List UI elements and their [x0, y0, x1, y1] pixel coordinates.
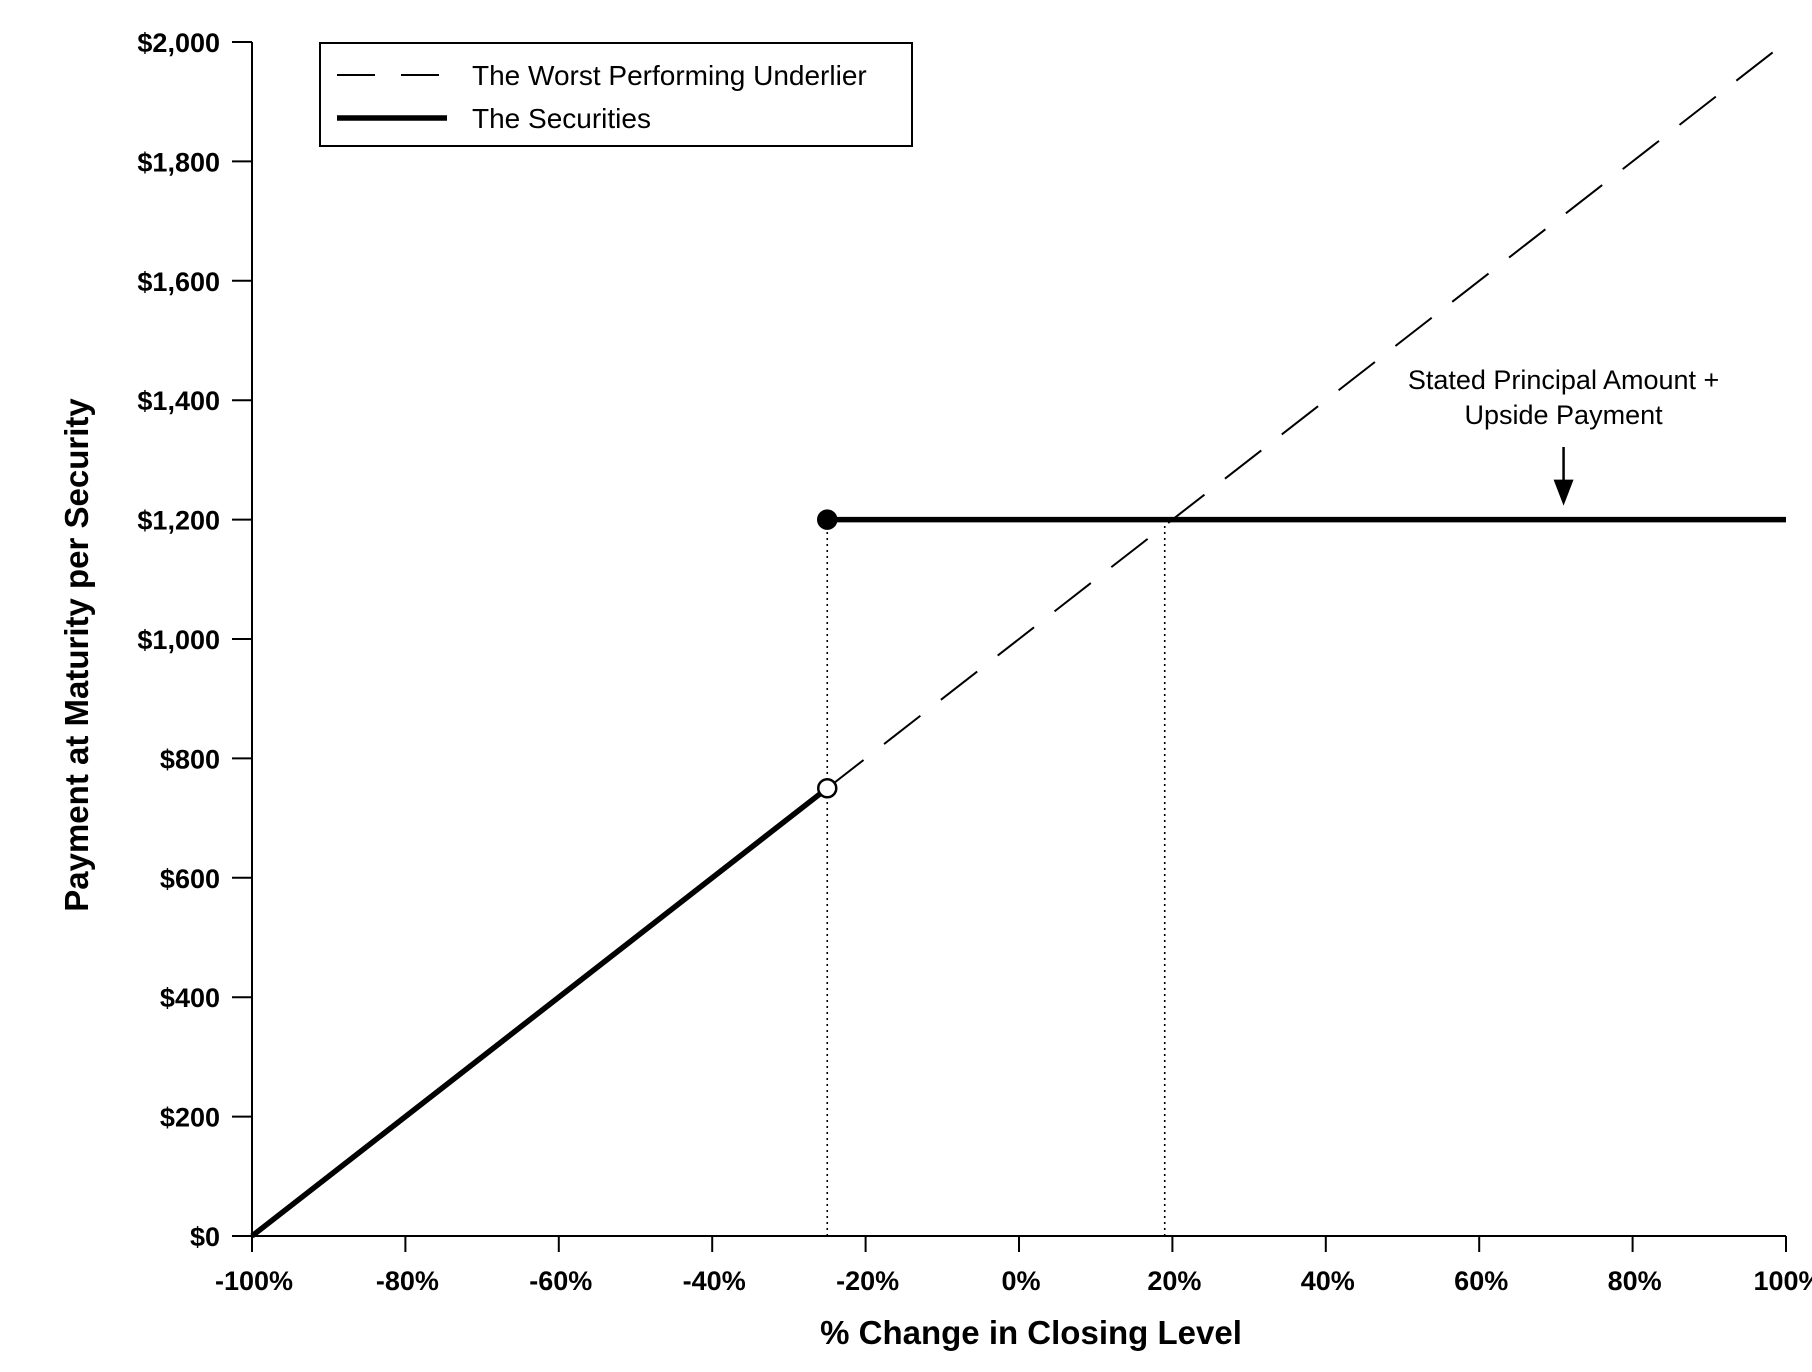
y-tick-label: $1,200: [137, 506, 220, 536]
open-point-marker: [817, 778, 838, 799]
y-tick-label: $1,800: [137, 147, 220, 177]
x-tick-label: 60%: [1454, 1266, 1508, 1296]
data-series: [250, 41, 1787, 1239]
y-tick-label: $800: [160, 744, 220, 774]
x-tick-label: -60%: [529, 1266, 592, 1296]
annotation-arrow-head: [1553, 479, 1574, 506]
annotations: Stated Principal Amount + Upside Payment: [1408, 365, 1719, 506]
data-markers: [817, 509, 838, 799]
y-tick-label: $1,000: [137, 625, 220, 655]
x-tick-label: -20%: [836, 1266, 899, 1296]
y-tick-label: $1,400: [137, 386, 220, 416]
reference-lines: [826, 519, 1166, 1236]
filled-point-marker: [817, 509, 838, 530]
x-tick-label: 40%: [1301, 1266, 1355, 1296]
y-tick-label: $0: [190, 1222, 220, 1252]
y-tick-label: $400: [160, 983, 220, 1013]
y-tick-label: $1,600: [137, 267, 220, 297]
x-tick-label: 80%: [1608, 1266, 1662, 1296]
legend-label: The Worst Performing Underlier: [472, 60, 867, 91]
x-tick-label: -80%: [376, 1266, 439, 1296]
x-tick-label: -100%: [215, 1266, 293, 1296]
x-axis-title: % Change in Closing Level: [820, 1314, 1242, 1351]
y-axis-title: Payment at Maturity per Security: [58, 398, 95, 912]
x-tick-label: 0%: [1001, 1266, 1040, 1296]
series-line-worst-performing-underlier: [826, 41, 1787, 790]
x-tick-label: 20%: [1147, 1266, 1201, 1296]
y-tick-label: $600: [160, 864, 220, 894]
x-tick-label: 100%: [1753, 1266, 1812, 1296]
legend-box: [319, 42, 913, 147]
x-tick-label: -40%: [683, 1266, 746, 1296]
series-line-securities: [250, 786, 829, 1239]
legend-label: The Securities: [472, 103, 651, 134]
y-tick-label: $200: [160, 1103, 220, 1133]
legend: The Worst Performing Underlier The Securi…: [319, 42, 913, 147]
axes: $0 $200 $400 $600 $800 $1,000 $1,200 $1,400 $1,6…: [58, 28, 1812, 1351]
annotation-text-line: Upside Payment: [1465, 400, 1664, 430]
annotation-text-line: Stated Principal Amount +: [1408, 365, 1719, 395]
y-tick-label: $2,000: [137, 28, 220, 58]
